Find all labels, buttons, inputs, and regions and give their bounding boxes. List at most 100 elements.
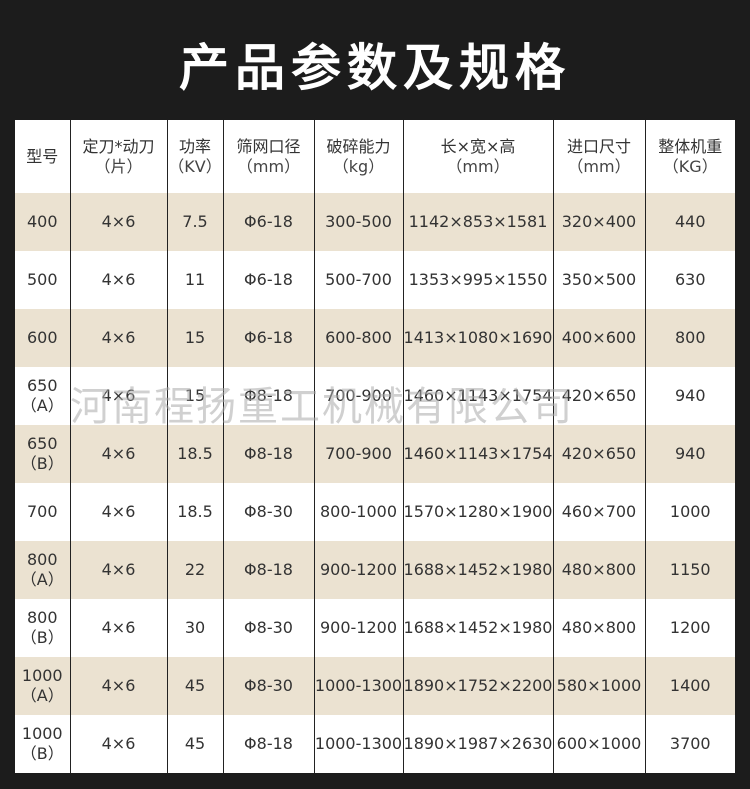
cell-dims: 1460×1143×1754 — [402, 425, 554, 483]
cell-model: 800 （A） — [15, 541, 71, 599]
cell-inlet: 600×1000 — [552, 715, 646, 773]
cell-weight: 3700 — [644, 715, 735, 773]
header-dimensions: 长×宽×高 （mm） — [403, 120, 554, 193]
cell-screen: Φ8-30 — [222, 599, 315, 657]
cell-screen: Φ8-18 — [222, 425, 315, 483]
header-blades: 定刀*动刀 （片） — [70, 120, 168, 193]
cell-dims: 1890×1987×2630 — [402, 715, 554, 773]
cell-blades: 4×6 — [69, 483, 168, 541]
cell-model: 400 — [15, 193, 71, 251]
cell-dims: 1460×1143×1754 — [402, 367, 554, 425]
cell-capacity: 700-900 — [313, 425, 404, 483]
cell-power: 11 — [166, 251, 224, 309]
cell-dims: 1688×1452×1980 — [402, 541, 554, 599]
table-row: 1000 （A） 4×6 45 Φ8-30 1000-1300 1890×1752×2200… — [15, 657, 735, 715]
cell-blades: 4×6 — [69, 657, 168, 715]
cell-capacity: 600-800 — [313, 309, 404, 367]
cell-model: 650 （B） — [15, 425, 71, 483]
cell-weight: 630 — [644, 251, 735, 309]
table-row: 800 （B） 4×6 30 Φ8-30 900-1200 1688×1452×1980 48… — [15, 599, 735, 657]
spec-table: 型号 定刀*动刀 （片） 功率 （KV） 筛网口径 （mm） 破碎能力 （kg） 长×宽… — [15, 120, 735, 773]
cell-dims: 1570×1280×1900 — [402, 483, 554, 541]
cell-model: 700 — [15, 483, 71, 541]
cell-weight: 940 — [644, 425, 735, 483]
cell-screen: Φ6-18 — [222, 251, 315, 309]
cell-model: 1000 （A） — [15, 657, 71, 715]
cell-weight: 1400 — [644, 657, 735, 715]
cell-inlet: 320×400 — [552, 193, 646, 251]
header-inlet: 进口尺寸 （mm） — [553, 120, 646, 193]
cell-inlet: 580×1000 — [552, 657, 646, 715]
cell-capacity: 1000-1300 — [313, 657, 404, 715]
cell-screen: Φ6-18 — [222, 309, 315, 367]
cell-inlet: 400×600 — [552, 309, 646, 367]
cell-inlet: 350×500 — [552, 251, 646, 309]
header-screen: 筛网口径 （mm） — [223, 120, 315, 193]
table-row: 700 4×6 18.5 Φ8-30 800-1000 1570×1280×1900 460… — [15, 483, 735, 541]
cell-blades: 4×6 — [69, 193, 168, 251]
cell-blades: 4×6 — [69, 541, 168, 599]
cell-power: 18.5 — [166, 425, 224, 483]
cell-weight: 1150 — [644, 541, 735, 599]
table-row: 650 （B） 4×6 18.5 Φ8-18 700-900 1460×1143×1754 4… — [15, 425, 735, 483]
cell-weight: 440 — [644, 193, 735, 251]
cell-screen: Φ6-18 — [222, 193, 315, 251]
cell-power: 30 — [166, 599, 224, 657]
cell-blades: 4×6 — [69, 251, 168, 309]
table-row: 400 4×6 7.5 Φ6-18 300-500 1142×853×1581 320×40… — [15, 193, 735, 251]
table-row: 1000 （B） 4×6 45 Φ8-18 1000-1300 1890×1987×2630… — [15, 715, 735, 773]
cell-power: 45 — [166, 715, 224, 773]
cell-screen: Φ8-18 — [222, 541, 315, 599]
cell-screen: Φ8-18 — [222, 367, 315, 425]
cell-model: 600 — [15, 309, 71, 367]
cell-power: 15 — [166, 309, 224, 367]
cell-power: 15 — [166, 367, 224, 425]
table-header-row: 型号 定刀*动刀 （片） 功率 （KV） 筛网口径 （mm） 破碎能力 （kg） 长×宽… — [15, 120, 735, 193]
cell-inlet: 480×800 — [552, 599, 646, 657]
cell-blades: 4×6 — [69, 599, 168, 657]
cell-weight: 1000 — [644, 483, 735, 541]
cell-inlet: 420×650 — [552, 367, 646, 425]
cell-blades: 4×6 — [69, 367, 168, 425]
cell-power: 18.5 — [166, 483, 224, 541]
cell-weight: 800 — [644, 309, 735, 367]
table-row: 650 （A） 4×6 15 Φ8-18 700-900 1460×1143×1754 420… — [15, 367, 735, 425]
cell-weight: 1200 — [644, 599, 735, 657]
cell-model: 650 （A） — [15, 367, 71, 425]
cell-power: 45 — [166, 657, 224, 715]
cell-capacity: 900-1200 — [313, 599, 404, 657]
header-power: 功率 （KV） — [167, 120, 224, 193]
table-row: 600 4×6 15 Φ6-18 600-800 1413×1080×1690 400×60… — [15, 309, 735, 367]
cell-screen: Φ8-30 — [222, 657, 315, 715]
cell-blades: 4×6 — [69, 425, 168, 483]
cell-capacity: 800-1000 — [313, 483, 404, 541]
cell-model: 800 （B） — [15, 599, 71, 657]
cell-capacity: 500-700 — [313, 251, 404, 309]
cell-screen: Φ8-18 — [222, 715, 315, 773]
cell-capacity: 300-500 — [313, 193, 404, 251]
cell-model: 1000 （B） — [15, 715, 71, 773]
cell-blades: 4×6 — [69, 715, 168, 773]
table-row: 500 4×6 11 Φ6-18 500-700 1353×995×1550 350×500… — [15, 251, 735, 309]
cell-inlet: 420×650 — [552, 425, 646, 483]
cell-inlet: 460×700 — [552, 483, 646, 541]
cell-dims: 1890×1752×2200 — [402, 657, 554, 715]
header-weight: 整体机重 （KG） — [645, 120, 735, 193]
cell-weight: 940 — [644, 367, 735, 425]
cell-model: 500 — [15, 251, 71, 309]
page-title: 产品参数及规格 — [179, 39, 571, 97]
cell-capacity: 1000-1300 — [313, 715, 404, 773]
cell-dims: 1142×853×1581 — [402, 193, 554, 251]
cell-capacity: 900-1200 — [313, 541, 404, 599]
table-row: 800 （A） 4×6 22 Φ8-18 900-1200 1688×1452×1980 48… — [15, 541, 735, 599]
header-capacity: 破碎能力 （kg） — [314, 120, 404, 193]
cell-screen: Φ8-30 — [222, 483, 315, 541]
cell-power: 22 — [166, 541, 224, 599]
cell-dims: 1413×1080×1690 — [402, 309, 554, 367]
cell-dims: 1688×1452×1980 — [402, 599, 554, 657]
header-model: 型号 — [15, 120, 71, 193]
cell-inlet: 480×800 — [552, 541, 646, 599]
cell-dims: 1353×995×1550 — [402, 251, 554, 309]
cell-capacity: 700-900 — [313, 367, 404, 425]
cell-power: 7.5 — [166, 193, 224, 251]
